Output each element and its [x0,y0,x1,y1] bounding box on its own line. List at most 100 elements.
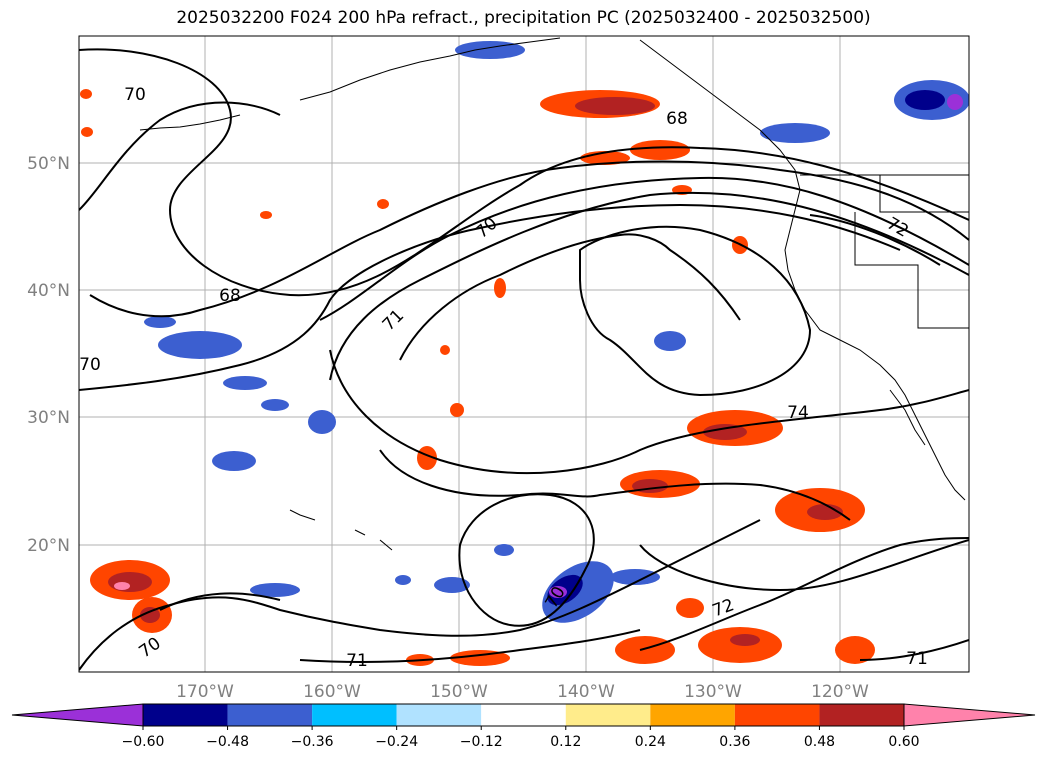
lat-label-40n: 40°N [27,281,70,301]
precip-area [835,636,875,664]
precip-area [108,572,152,592]
contour-line [79,48,969,297]
colorbar-tick-label: 0.12 [550,734,581,750]
colorbar-segment [396,704,482,726]
coastline-alaska [299,37,561,101]
colorbar-segment [227,704,313,726]
coastline-hawaii [289,509,316,521]
colorbar-extend-low [11,703,144,727]
contour-label: 71 [906,649,928,669]
lon-label-130w: 130°W [684,682,742,702]
precip-area [549,586,567,598]
precip-area [905,90,945,110]
precip-area [575,97,655,115]
precip-area [140,607,160,623]
contour-line [579,225,812,397]
lon-label-170w: 170°W [176,682,234,702]
state-borders [854,212,969,329]
coastline-aleutians [139,114,241,131]
contour-line [319,176,969,321]
map-frame [78,35,970,673]
colorbar-segment [565,704,651,726]
colorbar-tick-label: 0.48 [804,734,835,750]
lon-label-120w: 120°W [811,682,869,702]
contour-label: 70 [124,85,146,105]
precip-area [250,583,300,597]
contour-line [859,639,969,661]
contour-label: 71 [346,651,368,671]
lat-label-30n: 30°N [27,408,70,428]
colorbar-segment [734,704,820,726]
contour-line [299,629,641,663]
contour-line [89,160,969,318]
contour-line [329,349,969,475]
precip-area [494,278,506,298]
contour-line [639,537,969,651]
colorbar-segment [143,704,228,726]
precip-area [610,569,660,585]
colorbar-tick-label: −0.36 [291,734,334,750]
precip-area [434,577,470,593]
contour-line [379,449,851,521]
colorbar-tick-label: −0.12 [460,734,503,750]
precip-area [615,636,675,664]
colorbar-frame [142,703,905,727]
precip-area [703,424,747,440]
precip-area [114,582,130,590]
precip-area [395,575,411,585]
precip-area [440,345,450,355]
lat-label-50n: 50°N [27,154,70,174]
precip-area [261,399,289,411]
lat-label-20n: 20°N [27,536,70,556]
lon-label-140w: 140°W [557,682,615,702]
precip-area [730,634,760,646]
colorbar-tick-label: −0.48 [206,734,249,750]
refractivity-contours [79,48,969,671]
colorbar-extend-high [903,703,1036,727]
colorbar-segment [481,704,566,726]
coastlines [139,37,969,551]
precip-area [807,504,843,520]
precip-area [947,94,963,110]
precip-area [81,127,93,137]
contour-line [79,101,281,211]
precip-area [417,446,437,470]
contour-label: 74 [787,403,809,423]
precip-area [158,331,242,359]
precip-area [308,410,336,434]
precip-area [630,140,690,160]
precip-area [144,316,176,328]
precip-area [80,89,92,99]
colorbar-tick-label: 0.36 [719,734,750,750]
colorbar-tick-label: 0.24 [635,734,666,750]
lon-label-160w: 160°W [303,682,361,702]
precip-area [377,199,389,209]
colorbar-segment [312,704,397,726]
colorbar: −0.60 −0.48 −0.36 −0.24 −0.12 0.12 0.24 0.36 0.4… [11,703,1036,750]
precip-area [654,331,686,351]
precip-area [260,211,272,219]
precip-area [760,123,830,143]
precip-area [212,451,256,471]
state-borders [879,175,969,213]
precip-area [676,598,704,618]
colorbar-tick-label: 0.60 [888,734,919,750]
latitude-labels: 50°N 40°N 30°N 20°N [27,154,70,556]
contour-line [329,191,969,381]
contour-line [809,214,941,266]
colorbar-tick-label: −0.60 [122,734,165,750]
coastline-hawaii [354,529,393,551]
precip-area [223,376,267,390]
contour-line [159,592,281,611]
precipitation-shading [80,41,969,666]
colorbar-segment [650,704,735,726]
contour-label: 68 [219,286,241,306]
contour-label: 68 [666,109,688,129]
lon-label-150w: 150°W [430,682,488,702]
coastline-west-coast [639,39,966,501]
colorbar-segment [819,704,904,726]
precip-area [494,544,514,556]
contour-line [639,539,969,592]
precip-area [450,403,464,417]
